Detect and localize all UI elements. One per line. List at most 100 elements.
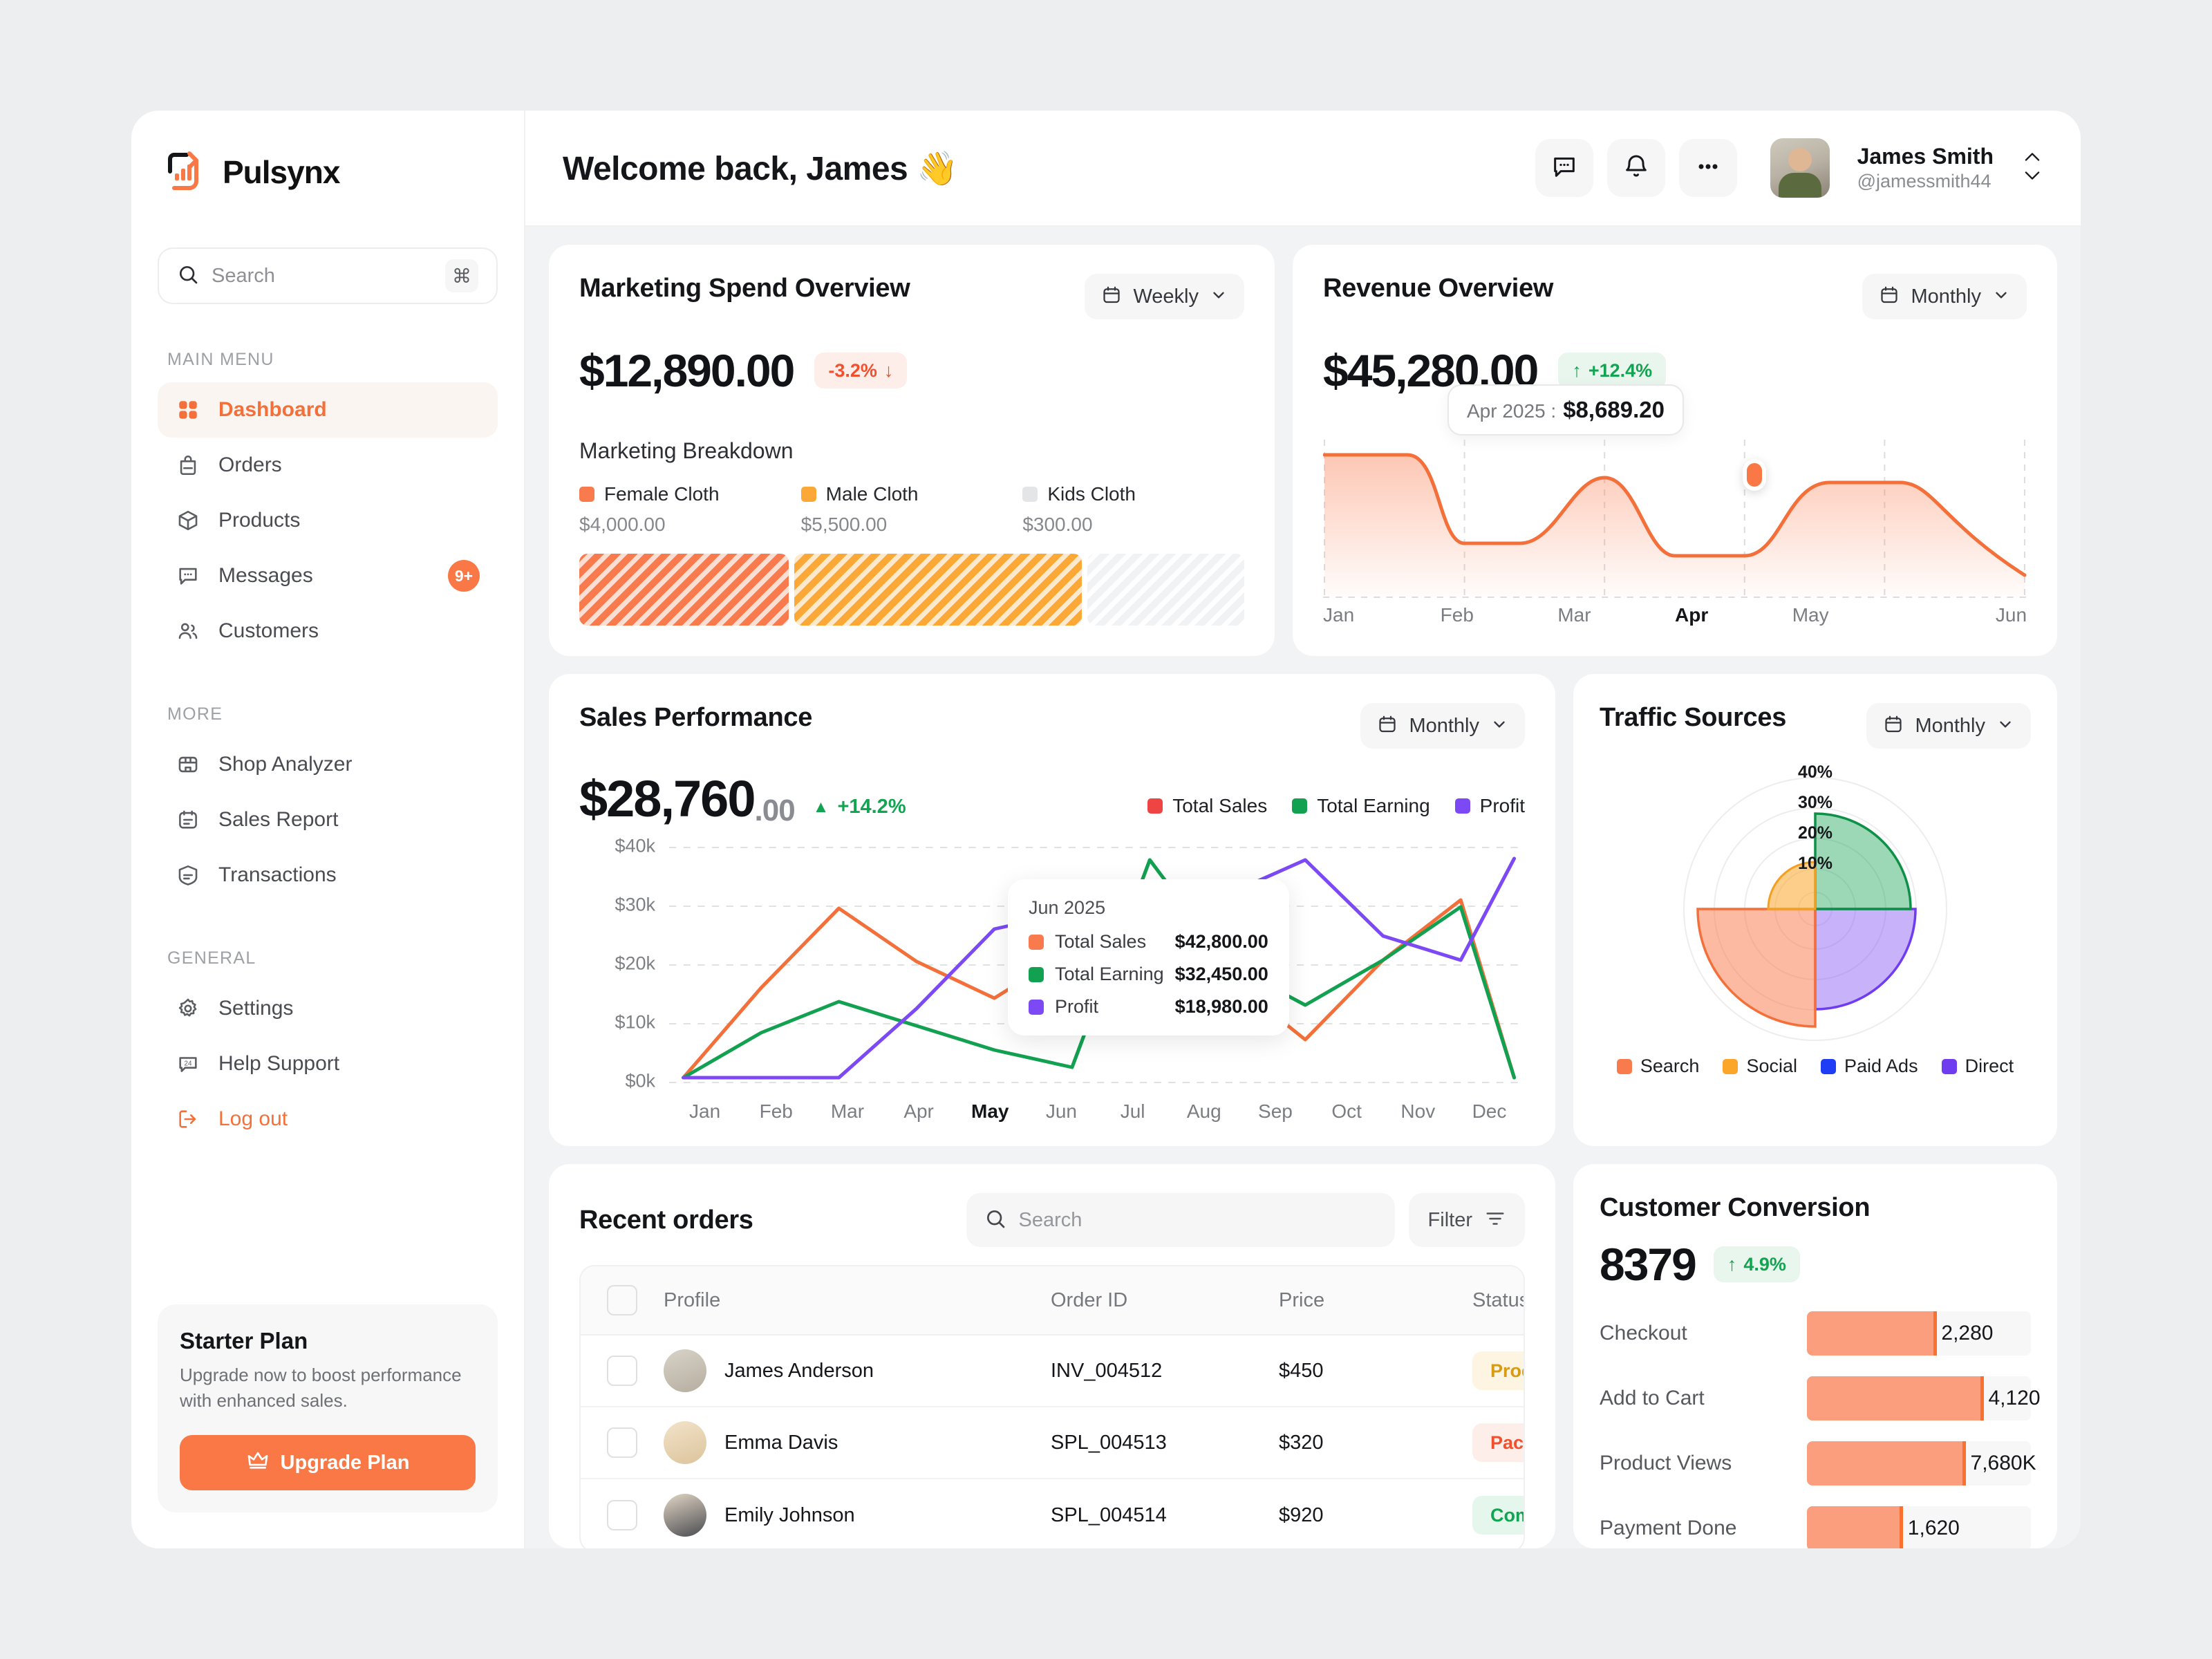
sidebar-item-transactions[interactable]: Transactions xyxy=(158,847,498,903)
traffic-period-select[interactable]: Monthly xyxy=(1866,703,2031,749)
sidebar-item-shop-analyzer[interactable]: Shop Analyzer xyxy=(158,737,498,792)
notifications-button[interactable] xyxy=(1606,139,1665,197)
marketing-legend: Female Cloth $4,000.00 Male Cloth $5,500… xyxy=(579,483,1244,536)
layout-icon xyxy=(174,751,202,778)
calendar-icon xyxy=(1879,285,1900,309)
dashboard-content: Marketing Spend Overview Weekly xyxy=(525,227,2081,1548)
polar-slice-paid-ads xyxy=(1814,812,1912,910)
cell-name: James Anderson xyxy=(724,1359,874,1382)
revenue-tooltip: Apr 2025 : $8,689.20 xyxy=(1447,384,1685,435)
axis-tick-active: May xyxy=(971,1100,1009,1122)
table-row[interactable]: James Anderson INV_004512 $450 Processin… xyxy=(581,1335,1524,1407)
legend-label: Profit xyxy=(1479,795,1525,816)
sidebar-item-label: Customers xyxy=(218,619,319,642)
avatar xyxy=(664,1421,706,1464)
axis-tick: May xyxy=(1792,604,1829,626)
axis-tick: $40k xyxy=(615,835,655,856)
table-row[interactable]: Emily Johnson SPL_004514 $920 Completed xyxy=(581,1479,1524,1548)
svg-text:24: 24 xyxy=(184,1060,192,1067)
orders-filter-button[interactable]: Filter xyxy=(1408,1193,1525,1247)
sidebar-item-orders[interactable]: Orders xyxy=(158,438,498,493)
status-badge: Processing xyxy=(1472,1351,1524,1390)
customer-conversion-card: Customer Conversion 8379 ↑ 4.9% Checkout xyxy=(1573,1164,2057,1548)
revenue-period-select[interactable]: Monthly xyxy=(1862,274,2027,319)
sidebar-item-products[interactable]: Products xyxy=(158,493,498,548)
table-row[interactable]: Emma Davis SPL_004513 $320 Packed xyxy=(581,1407,1524,1479)
revenue-tooltip-label: Apr 2025 : xyxy=(1467,400,1557,422)
conversion-track: 1,620 xyxy=(1807,1506,2031,1548)
row-checkbox[interactable] xyxy=(607,1500,637,1530)
calendar-icon xyxy=(1101,285,1122,309)
orders-search-input[interactable]: Search xyxy=(966,1193,1395,1247)
messages-badge: 9+ xyxy=(448,560,480,592)
user-name: James Smith xyxy=(1857,144,1994,169)
sidebar-section-label-main: MAIN MENU xyxy=(167,350,274,369)
marketing-legend-item: Male Cloth $5,500.00 xyxy=(800,483,1023,536)
axis-tick: Jan xyxy=(1323,604,1355,626)
legend-label: Social xyxy=(1746,1056,1797,1076)
sidebar-item-dashboard[interactable]: Dashboard xyxy=(158,382,498,438)
conversion-value-label: 1,620 xyxy=(1907,1517,1960,1539)
sidebar-item-label: Products xyxy=(218,509,301,532)
select-all-checkbox[interactable] xyxy=(607,1285,637,1315)
sidebar-item-messages[interactable]: Messages 9+ xyxy=(158,548,498,603)
conversion-delta-value: 4.9% xyxy=(1743,1253,1786,1275)
sidebar-item-settings[interactable]: Settings xyxy=(158,981,498,1036)
polar-slice-social xyxy=(1767,861,1817,910)
legend-swatch-kids-cloth xyxy=(1022,487,1038,502)
arrow-down-icon: ↓ xyxy=(883,359,894,381)
marketing-total-row: $12,890.00 -3.2% ↓ xyxy=(579,344,1244,397)
conversion-title: Customer Conversion xyxy=(1600,1193,1871,1222)
topbar-actions: James Smith @jamessmith44 xyxy=(1535,138,2042,198)
revenue-chart: Apr 2025 : $8,689.20 xyxy=(1323,384,2027,626)
conversion-fill xyxy=(1807,1441,1967,1485)
sales-tooltip-row: Profit $18,980.00 xyxy=(1029,996,1268,1018)
legend-swatch-total-earning xyxy=(1292,798,1308,814)
arrow-up-icon: ↑ xyxy=(1727,1253,1737,1275)
sales-legend-item: Profit xyxy=(1454,795,1525,817)
row-performance: Sales Performance Monthly xyxy=(549,674,2057,1146)
row-checkbox[interactable] xyxy=(607,1427,637,1458)
crown-icon xyxy=(246,1448,270,1477)
axis-tick: $20k xyxy=(615,953,655,974)
sidebar-search[interactable]: Search ⌘ xyxy=(158,247,498,304)
sales-period-select[interactable]: Monthly xyxy=(1360,703,1525,749)
axis-tick: Mar xyxy=(1557,604,1591,626)
conversion-bars: Checkout 2,280 Add to Cart 4,120 xyxy=(1600,1311,2041,1548)
avatar[interactable] xyxy=(1770,138,1830,198)
legend-label: Paid Ads xyxy=(1844,1056,1918,1076)
sidebar-item-sales-report[interactable]: Sales Report xyxy=(158,792,498,847)
messages-button[interactable] xyxy=(1535,139,1593,197)
search-icon xyxy=(984,1208,1006,1233)
traffic-period-value: Monthly xyxy=(1915,714,1985,737)
sidebar-item-logout[interactable]: Log out xyxy=(158,1091,498,1147)
status-badge: Completed xyxy=(1472,1496,1524,1535)
marketing-period-select[interactable]: Weekly xyxy=(1085,274,1244,319)
marketing-card-head: Marketing Spend Overview Weekly xyxy=(579,274,1244,319)
row-checkbox[interactable] xyxy=(607,1356,637,1386)
column-header-order-id: Order ID xyxy=(1051,1288,1128,1311)
marketing-bar-male-cloth xyxy=(794,554,1082,626)
sidebar-item-help-support[interactable]: 24 Help Support xyxy=(158,1036,498,1091)
marketing-period-value: Weekly xyxy=(1133,285,1199,308)
tooltip-swatch-total-earning xyxy=(1029,966,1044,982)
marketing-delta-value: -3.2% xyxy=(828,359,877,381)
upgrade-plan-button[interactable]: Upgrade Plan xyxy=(180,1435,476,1490)
calendar-icon xyxy=(1377,714,1398,738)
chevron-down-icon xyxy=(1210,286,1228,308)
traffic-title: Traffic Sources xyxy=(1600,703,1787,732)
cell-order-id: SPL_004514 xyxy=(1051,1503,1167,1526)
radial-tick-20: 20% xyxy=(1798,823,1833,843)
user-menu-toggle[interactable] xyxy=(2023,151,2042,185)
sidebar-item-customers[interactable]: Customers xyxy=(158,603,498,659)
conversion-value-label: 4,120 xyxy=(1988,1387,2041,1409)
arrow-up-icon: ↑ xyxy=(1572,359,1582,381)
topbar: Welcome back, James 👋 xyxy=(525,111,2081,227)
revenue-area-fill xyxy=(1324,455,2025,597)
orders-table: Profile Order ID Price Status James Ande… xyxy=(579,1265,1525,1548)
more-options-button[interactable] xyxy=(1678,139,1737,197)
axis-tick: Jul xyxy=(1120,1100,1145,1122)
chevron-down-icon xyxy=(1490,715,1508,737)
cell-order-id: INV_004512 xyxy=(1051,1359,1163,1382)
conversion-total-row: 8379 ↑ 4.9% xyxy=(1600,1238,2031,1291)
